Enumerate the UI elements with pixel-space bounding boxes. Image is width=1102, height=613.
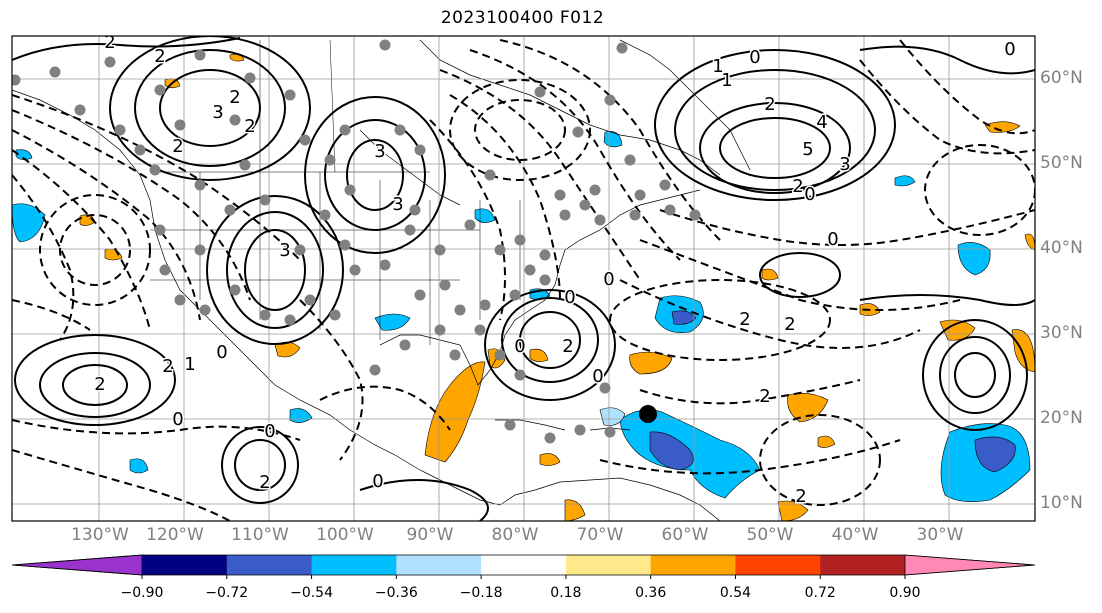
contour-label: 2: [792, 176, 803, 197]
contour-label: 2: [739, 309, 750, 330]
contour-label: 0: [804, 184, 815, 205]
contour-label: 2: [104, 32, 115, 53]
contour-label: 0: [603, 269, 614, 290]
storm-marker: [639, 405, 657, 423]
contour-label: 2: [795, 486, 806, 507]
contour-label: 0: [216, 342, 227, 363]
colorbar-segment: [226, 555, 313, 575]
positive-contours: [12, 36, 1035, 521]
latitude-label: 20°N: [1040, 408, 1083, 428]
contour-label: 2: [259, 472, 270, 493]
colorbar-segment: [735, 555, 821, 575]
colorbar-tick-label: −0.36: [374, 585, 418, 601]
contour-label: 5: [802, 139, 813, 160]
colorbar-tick-label: −0.90: [120, 585, 164, 601]
latitude-label: 40°N: [1040, 238, 1083, 258]
colorbar-arrow-right: [904, 554, 1036, 576]
observation-dots: [12, 39, 701, 444]
colorbar-segment: [142, 555, 228, 575]
longitude-label: 70°W: [576, 525, 624, 545]
longitude-label: 60°W: [661, 525, 709, 545]
contour-label: 2: [229, 87, 240, 108]
colorbar-tick-label: 0.18: [550, 585, 582, 601]
longitude-label: 130°W: [71, 525, 129, 545]
contour-label: 1: [721, 70, 732, 91]
colorbar-tick-label: 0.90: [889, 585, 921, 601]
colorbar-tick-label: −0.18: [459, 585, 503, 601]
contour-label: 2: [784, 314, 795, 335]
longitude-label: 100°W: [316, 525, 374, 545]
colorbar-segment: [396, 555, 482, 575]
map-title: 2023100400 F012: [440, 8, 605, 28]
contour-label: 3: [839, 154, 850, 175]
colorbar-segment: [481, 555, 567, 575]
negative-anomaly-shading: [12, 131, 1031, 502]
graticule: [12, 36, 1035, 521]
contour-label: 0: [172, 409, 183, 430]
latitude-label: 60°N: [1040, 68, 1083, 88]
contour-label: 2: [94, 374, 105, 395]
contour-label: 0: [372, 471, 383, 492]
colorbar-tick-label: −0.54: [290, 585, 333, 601]
colorbar-segment: [820, 555, 906, 575]
longitude-label: 30°W: [916, 525, 964, 545]
contour-label: 3: [212, 102, 223, 123]
contour-label: 0: [749, 47, 760, 68]
longitude-label: 120°W: [146, 525, 204, 545]
colorbar-segment: [650, 555, 736, 575]
contour-label: 2: [162, 356, 173, 377]
contour-label: 3: [392, 194, 403, 215]
latitude-label: 10°N: [1040, 493, 1083, 513]
contour-label: 0: [592, 366, 603, 387]
contour-label: 0: [514, 336, 525, 357]
colorbar-arrow-left: [11, 554, 143, 576]
colorbar-tick-label: 0.54: [719, 585, 752, 601]
latitude-label: 50°N: [1040, 153, 1083, 173]
contour-label: 3: [374, 141, 385, 162]
contour-label: 0: [564, 287, 575, 308]
contour-label: 2: [172, 136, 183, 157]
colorbar-tick-label: 0.72: [804, 585, 836, 601]
colorbar-tick-label: −0.72: [205, 585, 249, 601]
contour-label: 2: [764, 94, 775, 115]
contour-label: 2: [244, 116, 255, 137]
colorbar: [11, 554, 1036, 579]
contour-label: 1: [712, 56, 723, 77]
contour-label: 0: [1004, 39, 1015, 60]
longitude-label: 80°W: [491, 525, 539, 545]
colorbar-tick-label: 0.36: [635, 585, 667, 601]
map-frame: [11, 35, 1036, 522]
contour-label: 2: [562, 336, 573, 357]
contour-label: 0: [827, 229, 838, 250]
contour-label: 2: [759, 386, 770, 407]
contour-label: 3: [279, 240, 290, 261]
contour-label: 2: [154, 46, 165, 67]
longitude-label: 40°W: [831, 525, 879, 545]
contour-label: 0: [264, 421, 275, 442]
contour-label: 4: [816, 112, 827, 133]
colorbar-segment: [565, 555, 652, 575]
longitude-label: 110°W: [231, 525, 289, 545]
contour-label: 1: [184, 354, 195, 375]
longitude-label: 50°W: [746, 525, 794, 545]
colorbar-segment: [311, 555, 397, 575]
latitude-label: 30°N: [1040, 323, 1083, 343]
longitude-label: 90°W: [406, 525, 454, 545]
